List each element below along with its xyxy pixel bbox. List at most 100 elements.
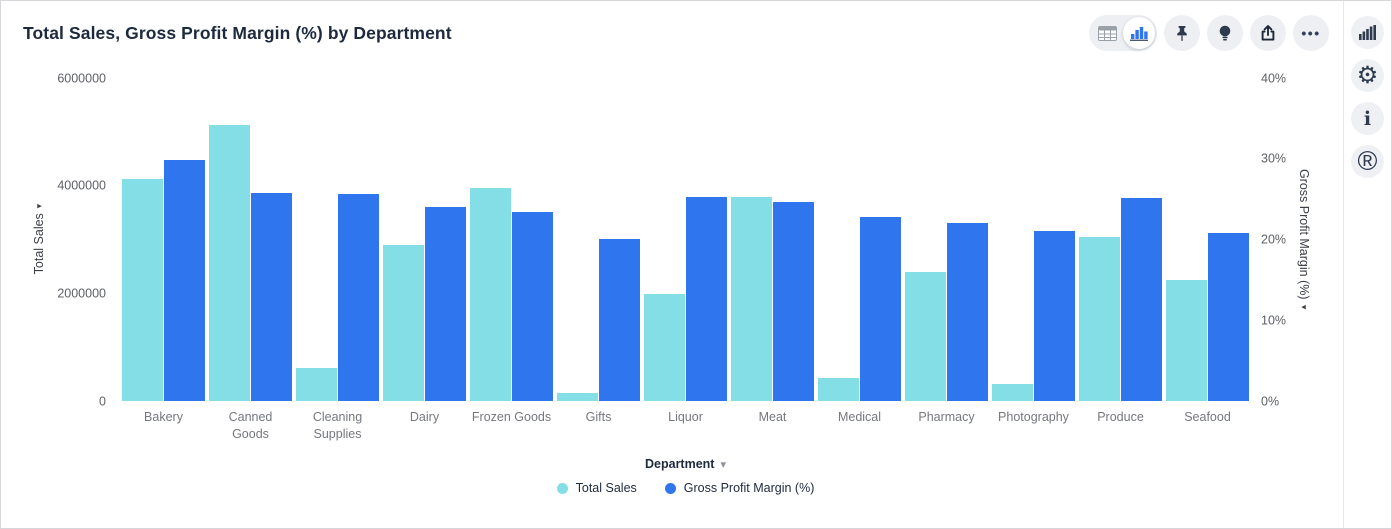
x-category-label: Pharmacy (918, 410, 975, 424)
bar-chart-icon (1130, 25, 1148, 41)
legend-item[interactable]: Total Sales (556, 481, 637, 495)
bar-gross-profit-margin[interactable] (338, 194, 379, 401)
axis-tick-label: 0 (99, 393, 106, 408)
plot-area (120, 78, 1251, 401)
bar-total-sales[interactable] (731, 196, 772, 401)
bar-gross-profit-margin[interactable] (599, 238, 640, 401)
share-button[interactable] (1250, 15, 1286, 51)
bar-total-sales[interactable] (557, 392, 598, 401)
insights-button[interactable] (1207, 15, 1243, 51)
info-icon: i (1363, 107, 1372, 130)
x-category-label: Meat (758, 410, 787, 424)
x-category-label: Photography (998, 410, 1069, 424)
bar-group (816, 78, 903, 401)
y-axis-right-ticks: 0% 10% 20% 30% 40% (1261, 72, 1331, 407)
legend: Total Sales Gross Profit Margin (%) (120, 481, 1251, 495)
bar-gross-profit-margin[interactable] (251, 192, 292, 401)
bar-total-sales[interactable] (122, 178, 163, 401)
x-category-label: Canned Goods (228, 410, 273, 441)
bar-gross-profit-margin[interactable] (164, 159, 205, 401)
bar-group (294, 78, 381, 401)
bar-gross-profit-margin[interactable] (686, 196, 727, 401)
axis-tick-label: 40% (1261, 70, 1287, 85)
bar-total-sales[interactable] (470, 187, 511, 401)
pin-icon (1174, 25, 1190, 42)
bar-gross-profit-margin[interactable] (1034, 231, 1075, 401)
axis-tick-label: 30% (1261, 151, 1287, 166)
bar-total-sales[interactable] (1079, 236, 1120, 401)
view-toggle (1089, 15, 1157, 51)
bar-group (1077, 78, 1164, 401)
bar-gross-profit-margin[interactable] (425, 207, 466, 401)
ellipsis-icon: ••• (1301, 25, 1321, 41)
bar-group (207, 78, 294, 401)
axis-tick-label: 6000000 (57, 70, 106, 85)
more-button[interactable]: ••• (1293, 15, 1329, 51)
bar-total-sales[interactable] (296, 368, 337, 401)
bar-gross-profit-margin[interactable] (1121, 197, 1162, 401)
chart-view-button[interactable] (1123, 17, 1155, 49)
legend-marker (556, 482, 568, 494)
gear-icon: ⚙ (1356, 61, 1379, 89)
axis-tick-label: 2000000 (57, 286, 106, 301)
chevron-down-icon: ▾ (720, 458, 726, 471)
x-category-label: Medical (837, 410, 882, 424)
bar-group (729, 78, 816, 401)
y-axis-right-label: Gross Profit Margin (%) (1297, 168, 1311, 300)
bar-total-sales[interactable] (818, 377, 859, 401)
bar-group (120, 78, 207, 401)
table-icon (1097, 25, 1117, 41)
y-axis-left-label: Total Sales (32, 213, 46, 275)
axis-tick-label: 0% (1261, 393, 1280, 408)
bar-gross-profit-margin[interactable] (773, 202, 814, 401)
x-category-label: Bakery (144, 410, 183, 424)
bar-total-sales[interactable] (383, 244, 424, 401)
x-category-label: Liquor (668, 410, 703, 424)
bar-total-sales[interactable] (209, 124, 250, 401)
pin-button[interactable] (1164, 15, 1200, 51)
info-button[interactable]: i (1351, 102, 1384, 135)
share-icon (1259, 24, 1277, 42)
bar-group (555, 78, 642, 401)
x-category-label: Dairy (409, 410, 440, 424)
toolbar: ••• (1089, 15, 1329, 51)
x-category-label: Seafood (1184, 410, 1231, 424)
x-axis-title[interactable]: Department ▾ (120, 457, 1251, 471)
bar-gross-profit-margin[interactable] (1208, 233, 1249, 401)
axis-sort-arrow-icon: ▸ (36, 200, 42, 211)
bar-total-sales[interactable] (905, 271, 946, 401)
settings-button[interactable]: ⚙ (1351, 59, 1384, 92)
bar-group (903, 78, 990, 401)
bar-total-sales[interactable] (992, 384, 1033, 401)
x-category-label: Cleaning Supplies (312, 410, 363, 441)
legend-label: Gross Profit Margin (%) (683, 481, 815, 495)
axis-tick-label: 10% (1261, 313, 1287, 327)
chart-columns-icon (1359, 25, 1376, 40)
bar-total-sales[interactable] (1166, 280, 1207, 401)
bar-gross-profit-margin[interactable] (512, 212, 553, 401)
y-axis-title-right[interactable]: Gross Profit Margin (%) ◂ (1297, 168, 1311, 312)
table-view-button[interactable] (1091, 17, 1123, 49)
legend-item[interactable]: Gross Profit Margin (%) (664, 481, 815, 495)
chart-type-button[interactable] (1351, 16, 1384, 49)
bar-group (1164, 78, 1251, 401)
r-logo-icon: ® (1357, 146, 1378, 176)
x-category-labels: Bakery Canned Goods Cleaning Supplies Dairy… (120, 409, 1251, 443)
y-axis-left-ticks: 0 2000000 4000000 6000000 (21, 72, 106, 407)
y-axis-title-left[interactable]: Total Sales ▸ (32, 200, 46, 275)
axis-sort-arrow-icon: ◂ (1301, 301, 1307, 312)
page-title: Total Sales, Gross Profit Margin (%) by … (23, 23, 452, 43)
x-category-label: Frozen Goods (471, 410, 552, 424)
x-category-label: Produce (1097, 410, 1144, 424)
bar-group (468, 78, 555, 401)
legend-marker (664, 482, 676, 494)
axis-tick-label: 4000000 (57, 178, 106, 193)
bar-gross-profit-margin[interactable] (860, 216, 901, 401)
bar-gross-profit-margin[interactable] (947, 222, 988, 401)
r-analysis-button[interactable]: ® (1351, 145, 1384, 178)
bar-total-sales[interactable] (644, 293, 685, 401)
x-axis-label: Department (645, 457, 715, 471)
legend-label: Total Sales (575, 481, 637, 495)
x-category-label: Gifts (585, 410, 612, 424)
